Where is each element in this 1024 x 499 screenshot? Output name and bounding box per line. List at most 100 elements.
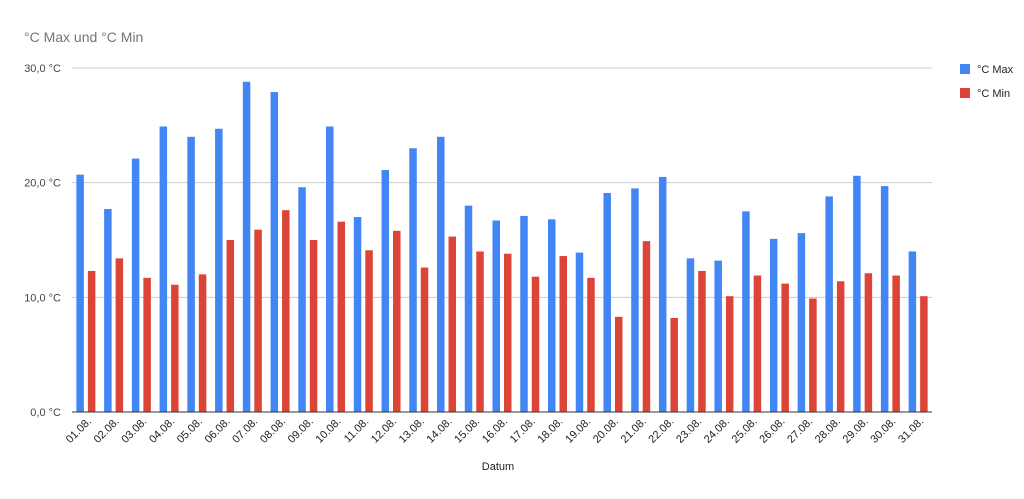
x-tick-label: 23.08. [674, 416, 704, 446]
bar-min-3 [143, 277, 151, 412]
legend-swatch-max [960, 64, 970, 74]
y-axis-ticks: 0,0 °C 10,0 °C 20,0 °C 30,0 °C [24, 63, 61, 419]
x-tick-label: 12.08. [369, 416, 399, 446]
x-tick-label: 04.08. [147, 416, 177, 446]
bar-min-6 [226, 240, 235, 412]
x-tick-label: 28.08. [813, 416, 843, 446]
x-tick-label: 31.08. [896, 416, 926, 446]
bar-max-24 [714, 260, 722, 412]
y-tick-label: 20,0 °C [24, 178, 61, 190]
bar-min-13 [420, 267, 429, 412]
bar-max-18 [547, 219, 556, 412]
x-tick-label: 21.08. [619, 416, 649, 446]
bar-min-14 [448, 236, 457, 412]
bar-min-9 [309, 240, 318, 412]
bar-max-17 [520, 215, 528, 412]
bar-min-29 [864, 273, 873, 412]
bar-min-23 [698, 270, 706, 412]
x-tick-label: 20.08. [591, 416, 621, 446]
bar-max-7 [242, 81, 251, 412]
bar-max-25 [742, 211, 750, 412]
x-tick-label: 29.08. [841, 416, 871, 446]
bar-max-8 [270, 92, 279, 412]
bar-max-27 [797, 233, 806, 412]
bar-max-11 [353, 217, 362, 412]
bar-max-6 [215, 128, 223, 413]
bar-max-20 [603, 192, 611, 412]
bar-min-22 [670, 317, 678, 412]
bar-min-5 [198, 274, 207, 412]
x-tick-label: 19.08. [563, 416, 593, 446]
bar-max-1 [76, 174, 84, 412]
bar-min-4 [171, 284, 179, 412]
bar-min-30 [892, 275, 900, 412]
bar-min-21 [642, 241, 651, 412]
bar-max-13 [409, 148, 417, 412]
bar-min-2 [115, 258, 124, 412]
bar-max-22 [658, 176, 667, 412]
bar-min-10 [337, 221, 346, 412]
x-tick-label: 15.08. [452, 416, 482, 446]
bar-min-12 [393, 230, 401, 412]
x-tick-label: 24.08. [702, 416, 732, 446]
bar-min-24 [725, 296, 734, 412]
bar-min-8 [282, 210, 290, 412]
x-tick-label: 18.08. [535, 416, 565, 446]
bar-max-28 [825, 196, 833, 412]
bar-min-16 [504, 253, 512, 412]
x-axis-label: Datum [482, 461, 514, 473]
x-tick-label: 30.08. [868, 416, 898, 446]
bar-min-25 [753, 275, 762, 412]
bar-max-21 [631, 188, 639, 412]
bar-min-27 [809, 298, 817, 412]
bar-min-11 [365, 250, 373, 412]
bar-max-12 [381, 170, 390, 412]
bar-max-4 [159, 126, 168, 412]
legend: °C Max °C Min [960, 64, 1014, 100]
bar-max-30 [880, 186, 889, 412]
x-tick-label: 16.08. [480, 416, 510, 446]
bar-max-29 [853, 175, 861, 412]
bars [76, 81, 928, 413]
bar-max-26 [769, 238, 778, 412]
y-tick-label: 30,0 °C [24, 63, 61, 75]
bar-max-5 [187, 136, 195, 413]
bar-max-9 [298, 187, 306, 412]
bar-max-3 [131, 158, 140, 412]
x-tick-label: 13.08. [397, 416, 427, 446]
bar-max-23 [686, 258, 695, 412]
x-tick-label: 17.08. [508, 416, 538, 446]
x-tick-label: 10.08. [314, 416, 344, 446]
bar-max-10 [326, 126, 334, 412]
bar-max-2 [104, 209, 112, 412]
bar-min-15 [476, 251, 484, 412]
bar-max-31 [908, 251, 917, 412]
bar-min-26 [781, 283, 789, 412]
x-tick-label: 27.08. [785, 416, 815, 446]
y-tick-label: 10,0 °C [24, 292, 61, 304]
x-tick-label: 03.08. [119, 416, 149, 446]
x-tick-label: 26.08. [757, 416, 787, 446]
bar-min-7 [254, 229, 262, 412]
x-tick-label: 06.08. [203, 416, 233, 446]
x-tick-label: 14.08. [425, 416, 455, 446]
x-tick-label: 05.08. [175, 416, 205, 446]
bar-max-16 [492, 220, 500, 412]
x-tick-label: 25.08. [730, 416, 760, 446]
bar-min-18 [559, 256, 567, 412]
x-tick-label: 07.08. [230, 416, 260, 446]
x-tick-label: 02.08. [92, 416, 122, 446]
bar-min-20 [614, 316, 623, 412]
legend-swatch-min [960, 88, 970, 98]
chart-title: °C Max und °C Min [24, 29, 143, 45]
x-tick-label: 09.08. [286, 416, 316, 446]
legend-label-max: °C Max [977, 64, 1014, 76]
bar-max-19 [575, 252, 584, 412]
bar-min-17 [531, 276, 540, 412]
x-tick-label: 08.08. [258, 416, 288, 446]
x-axis-ticks: 01.08.02.08.03.08.04.08.05.08.06.08.07.0… [64, 416, 926, 446]
bar-max-15 [464, 205, 473, 412]
x-tick-label: 11.08. [342, 416, 372, 446]
